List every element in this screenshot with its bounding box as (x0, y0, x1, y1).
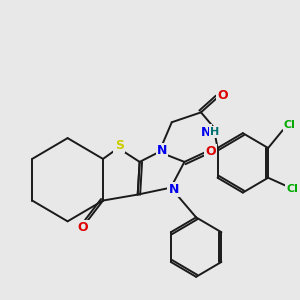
Text: N: N (201, 126, 211, 139)
Text: S: S (115, 139, 124, 152)
Text: O: O (217, 89, 228, 102)
Text: Cl: Cl (286, 184, 298, 194)
Text: Cl: Cl (284, 120, 296, 130)
Text: N: N (169, 183, 179, 196)
Text: O: O (206, 146, 216, 158)
Text: H: H (210, 127, 219, 137)
Text: N: N (157, 145, 167, 158)
Text: O: O (78, 221, 88, 234)
